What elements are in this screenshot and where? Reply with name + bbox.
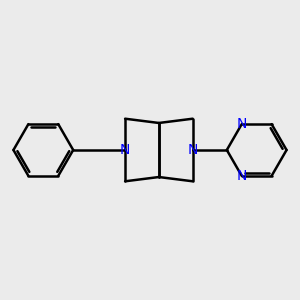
Text: N: N — [120, 143, 130, 157]
Text: N: N — [237, 169, 247, 183]
Text: N: N — [188, 143, 198, 157]
Text: N: N — [237, 117, 247, 131]
